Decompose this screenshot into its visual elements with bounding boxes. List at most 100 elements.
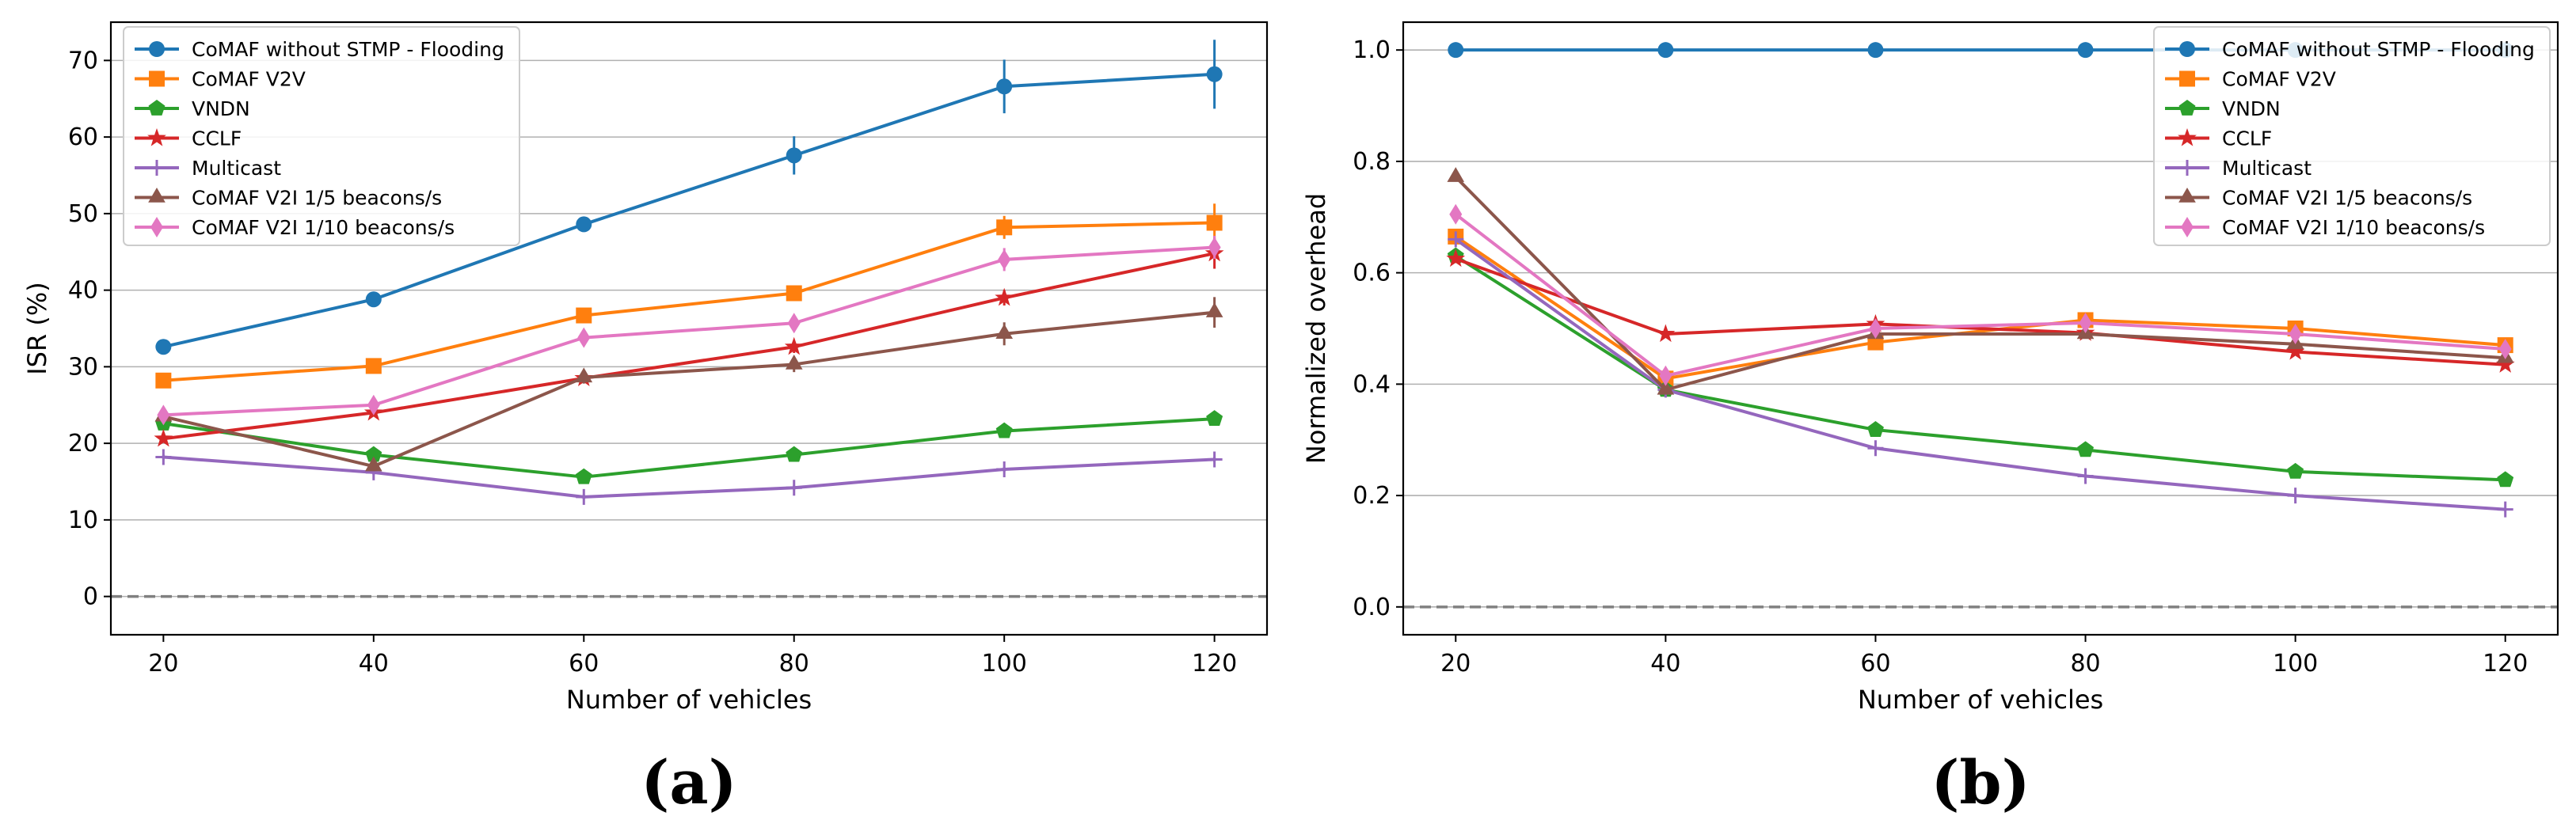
data-point [155,449,172,465]
x-axis-label: Number of vehicles [1858,685,2103,715]
plot-frame [109,21,1269,636]
legend-label: CCLF [192,127,242,150]
legend-box [123,26,520,246]
legend-entry-cclf: CCLF [2165,127,2272,150]
data-point [786,285,802,302]
series-line [162,310,1215,469]
data-point [2497,471,2514,488]
legend-entry-comaf-without-stmp-flooding: CoMAF without STMP - Flooding [2165,38,2535,61]
data-point [2287,488,2304,504]
data-point [365,291,382,308]
y-axis-label: Normalized overhead [1301,193,1331,464]
series-line [162,72,1215,349]
data-point [995,287,1014,306]
series-line [1455,237,2506,511]
legend: CoMAF without STMP - Flooding CoMAF V2V VN… [2153,26,2551,246]
data-point [1448,42,1464,59]
x-tick-label: 20 [1440,650,1471,677]
data-point [1867,42,1884,59]
legend-marker [2179,160,2195,176]
legend-entry-comaf-without-stmp-flooding: CoMAF without STMP - Flooding [135,38,504,61]
y-tick-label: 40 [68,277,98,305]
legend-label: CoMAF without STMP - Flooding [2222,38,2535,61]
panel-a-isr-chart: 0 10 20 30 40 50 60 70 20 40 60 80 100 120 Number of v… [22,21,1269,818]
data-point [786,480,802,496]
series-line [163,221,1215,382]
y-tick-label: 30 [68,353,98,381]
data-point [996,78,1013,95]
legend-marker [150,217,163,237]
data-point [1205,302,1223,317]
series-cclf [1446,249,2515,373]
data-point [1869,318,1882,339]
x-tick-label: 60 [1860,650,1890,677]
x-tick-label: 60 [569,650,599,677]
data-point [1867,440,1884,457]
series-comaf-v2i-1-10-beacons-s [1449,203,2512,386]
data-point [575,367,593,383]
data-point [575,468,592,484]
data-point [1449,203,1463,225]
y-tick-label: 70 [68,47,98,74]
legend-label: VNDN [2222,97,2281,120]
series-line [1455,213,2506,378]
data-point [2495,355,2515,373]
data-point [2077,468,2094,484]
data-point [2079,312,2092,333]
series-line [1455,257,2506,366]
legend-marker [2179,41,2195,57]
data-point [154,428,173,447]
legend-marker [2178,128,2197,146]
data-point [786,147,802,164]
data-point [576,307,592,324]
series-multicast [155,449,1223,505]
panel-b-overhead-chart: 0.0 0.2 0.4 0.6 0.8 1.0 20 40 60 80 100 120 Number o… [1301,21,2559,818]
legend-label: Multicast [2222,157,2312,180]
data-point [365,358,382,374]
series-line [163,252,1216,441]
y-tick-label: 1.0 [1353,36,1391,64]
legend-entry-vndn: VNDN [2165,97,2281,120]
data-point [2077,42,2094,59]
y-tick-label: 0 [83,583,98,611]
legend-entry-comaf-v2v: CoMAF V2V [2165,68,2336,91]
x-tick-label: 80 [779,650,809,677]
series-comaf-without-stmp-flooding [155,40,1223,355]
legend-entry-comaf-v2i-1-5-beacons-s: CoMAF V2I 1/5 beacons/s [2165,187,2472,210]
series-comaf-v2v [155,203,1223,389]
data-point [157,404,170,426]
legend-marker [2178,188,2196,203]
legend-label: CoMAF V2V [2222,68,2336,91]
data-point [784,336,804,355]
data-point [2289,324,2302,345]
y-tick-label: 0.2 [1353,482,1391,510]
legend-entry-multicast: Multicast [2165,157,2312,180]
data-point [2287,462,2304,479]
data-point [995,324,1014,340]
x-tick-label: 40 [1650,650,1680,677]
x-tick-label: 100 [2273,650,2318,677]
legend-entry-multicast: Multicast [135,157,281,180]
panel-label: (a) [641,747,736,818]
series-line [163,245,1215,417]
series-line [163,417,1215,479]
legend-entry-comaf-v2i-1-5-beacons-s: CoMAF V2I 1/5 beacons/s [135,187,442,210]
legend-label: CoMAF V2I 1/5 beacons/s [2222,187,2472,210]
data-point [1206,451,1223,468]
legend-marker [2179,70,2195,87]
x-tick-label: 40 [359,650,389,677]
data-point [2285,342,2305,360]
y-tick-label: 60 [68,123,98,151]
data-point [365,446,382,462]
data-point [1447,167,1465,182]
y-tick-label: 10 [68,507,98,534]
x-tick-label: 20 [148,650,178,677]
x-tick-label: 80 [2070,650,2100,677]
series-cclf [154,237,1224,447]
series-line [1454,176,2506,392]
legend-box [2153,26,2551,246]
data-point [364,456,382,472]
y-tick-label: 50 [68,200,98,228]
data-point [996,461,1013,478]
